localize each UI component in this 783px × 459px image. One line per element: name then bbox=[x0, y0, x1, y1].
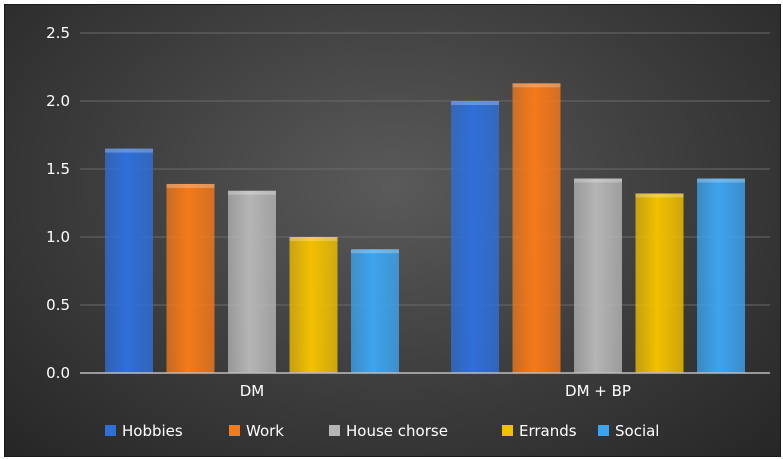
legend-swatch bbox=[105, 425, 116, 436]
bar-hobbies-0 bbox=[105, 148, 153, 373]
bar-top-highlight bbox=[512, 83, 561, 88]
x-axis: DM DM + BP bbox=[80, 372, 770, 400]
bar-house-chorse-0 bbox=[228, 190, 276, 373]
bar-social-0 bbox=[351, 249, 399, 373]
bar-top-highlight bbox=[228, 190, 276, 195]
bar-errands-1 bbox=[635, 193, 684, 373]
legend-swatch bbox=[598, 425, 609, 436]
y-axis-ticks: 0.0 0.5 1.0 1.5 2.0 2.5 bbox=[46, 24, 70, 382]
legend: Hobbies Work House chorse Errands Social bbox=[105, 422, 659, 440]
y-tick-label: 1.5 bbox=[46, 160, 70, 178]
y-tick-label: 2.5 bbox=[46, 24, 70, 42]
y-tick-label: 0.0 bbox=[46, 364, 70, 382]
legend-label: House chorse bbox=[346, 422, 448, 440]
bar-top-highlight bbox=[351, 249, 399, 254]
y-tick-label: 1.0 bbox=[46, 228, 70, 246]
bar-top-highlight bbox=[697, 178, 745, 183]
y-tick-label: 0.5 bbox=[46, 296, 70, 314]
bar-work-0 bbox=[166, 183, 215, 373]
legend-label: Work bbox=[246, 422, 284, 440]
x-category-label: DM bbox=[240, 382, 265, 400]
bar-top-highlight bbox=[574, 178, 622, 183]
legend-label: Hobbies bbox=[122, 422, 183, 440]
legend-swatch bbox=[329, 425, 340, 436]
bar-top-highlight bbox=[105, 148, 153, 153]
bar-social-1 bbox=[697, 178, 745, 373]
legend-label: Errands bbox=[519, 422, 577, 440]
bar-errands-0 bbox=[289, 237, 338, 373]
legend-swatch bbox=[502, 425, 513, 436]
bar-top-highlight bbox=[166, 183, 215, 188]
legend-label: Social bbox=[615, 422, 659, 440]
bar-hobbies-1 bbox=[451, 101, 499, 373]
bars bbox=[105, 83, 745, 373]
bar-top-highlight bbox=[289, 237, 338, 241]
legend-swatch bbox=[229, 425, 240, 436]
bar-top-highlight bbox=[451, 101, 499, 105]
bar-top-highlight bbox=[635, 193, 684, 198]
bar-work-1 bbox=[512, 83, 561, 373]
y-tick-label: 2.0 bbox=[46, 92, 70, 110]
x-category-label: DM + BP bbox=[565, 382, 631, 400]
bar-house-chorse-1 bbox=[574, 178, 622, 373]
